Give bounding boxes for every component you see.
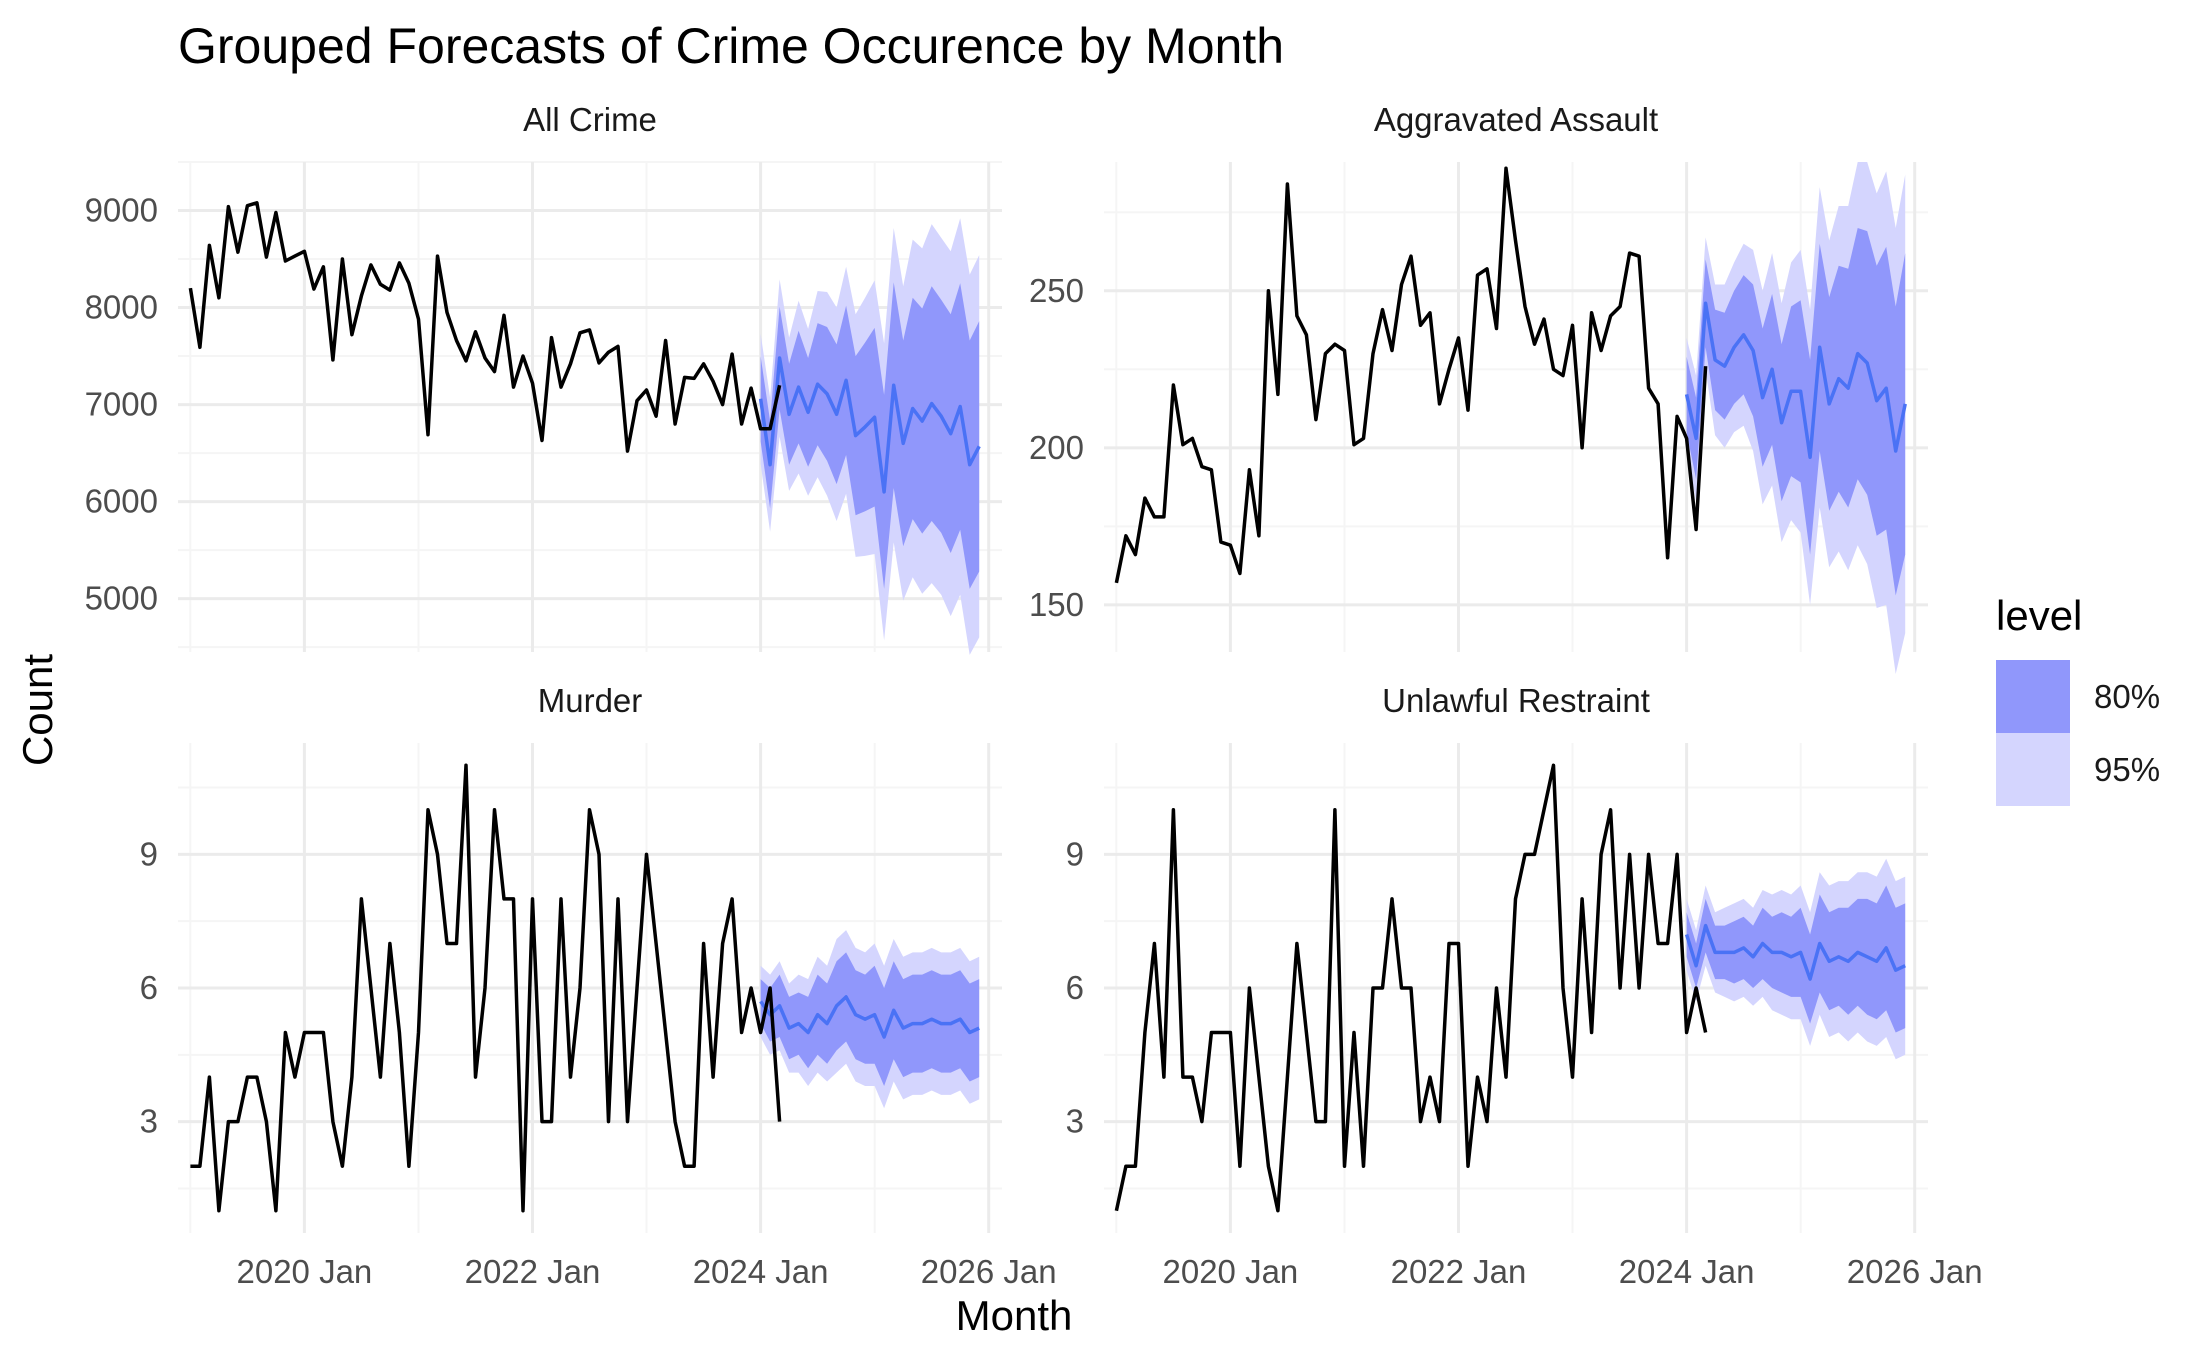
x-tick-label: 2026 Jan <box>1847 1253 1983 1290</box>
y-tick-label: 6000 <box>85 483 158 520</box>
y-tick-label: 6 <box>140 969 158 1006</box>
forecast-line <box>1684 301 1907 460</box>
facet-title: All Crime <box>523 101 657 138</box>
facet-unlawful-restraint: Unlawful Restraint 3 6 9 2020 Jan 2022 Jan 202… <box>1066 682 1983 1290</box>
legend-label-80: 80% <box>2094 678 2160 715</box>
y-tick-label: 150 <box>1029 586 1084 623</box>
y-tick-label: 3 <box>140 1103 158 1140</box>
history-line <box>1114 166 1708 584</box>
x-tick-label: 2026 Jan <box>921 1253 1057 1290</box>
facet-title: Aggravated Assault <box>1374 101 1658 138</box>
band-80 <box>1686 885 1906 1033</box>
facet-title: Unlawful Restraint <box>1382 682 1650 719</box>
facet-title: Murder <box>538 682 643 719</box>
x-tick-label: 2022 Jan <box>1391 1253 1527 1290</box>
y-tick-label: 250 <box>1029 272 1084 309</box>
y-tick-label: 7000 <box>85 386 158 423</box>
facet-panels: All Crime 5000 6000 7000 8000 9000 Aggravated … <box>85 101 1983 1290</box>
y-tick-label: 6 <box>1066 969 1084 1006</box>
y-tick-label: 9 <box>140 835 158 872</box>
forecast-line <box>759 995 980 1039</box>
x-tick-label: 2022 Jan <box>465 1253 601 1290</box>
y-axis-title: Count <box>14 654 61 766</box>
facet-aggravated-assault: Aggravated Assault 150 200 250 <box>1029 101 1928 674</box>
legend-label-95: 95% <box>2094 751 2160 788</box>
history-line <box>1114 763 1708 1213</box>
band-80 <box>1686 228 1906 596</box>
facet-all-crime: All Crime 5000 6000 7000 8000 9000 <box>85 101 1002 655</box>
legend-swatch-80 <box>1996 660 2070 733</box>
forecast-line <box>1684 923 1906 981</box>
x-axis-title: Month <box>956 1292 1073 1339</box>
legend-swatch-95 <box>1996 733 2070 806</box>
legend-title: level <box>1996 592 2082 639</box>
y-tick-label: 200 <box>1029 429 1084 466</box>
y-tick-label: 9 <box>1066 835 1084 872</box>
band-80 <box>760 952 980 1086</box>
history-line <box>188 201 782 453</box>
x-tick-label: 2024 Jan <box>693 1253 829 1290</box>
band-80 <box>760 282 980 589</box>
x-tick-label: 2020 Jan <box>1163 1253 1299 1290</box>
y-tick-label: 9000 <box>85 192 158 229</box>
facet-murder: Murder 3 6 9 2020 Jan 2022 Jan 2024 Jan 2026 Ja… <box>140 682 1057 1290</box>
forecast-line <box>758 356 981 494</box>
history-line <box>190 763 782 1213</box>
legend: level 80% 95% <box>1996 592 2160 806</box>
x-tick-label: 2020 Jan <box>237 1253 373 1290</box>
chart-title: Grouped Forecasts of Crime Occurence by … <box>178 18 1284 74</box>
y-tick-label: 8000 <box>85 289 158 326</box>
y-tick-label: 3 <box>1066 1103 1084 1140</box>
x-tick-label: 2024 Jan <box>1619 1253 1755 1290</box>
y-tick-label: 5000 <box>85 580 158 617</box>
